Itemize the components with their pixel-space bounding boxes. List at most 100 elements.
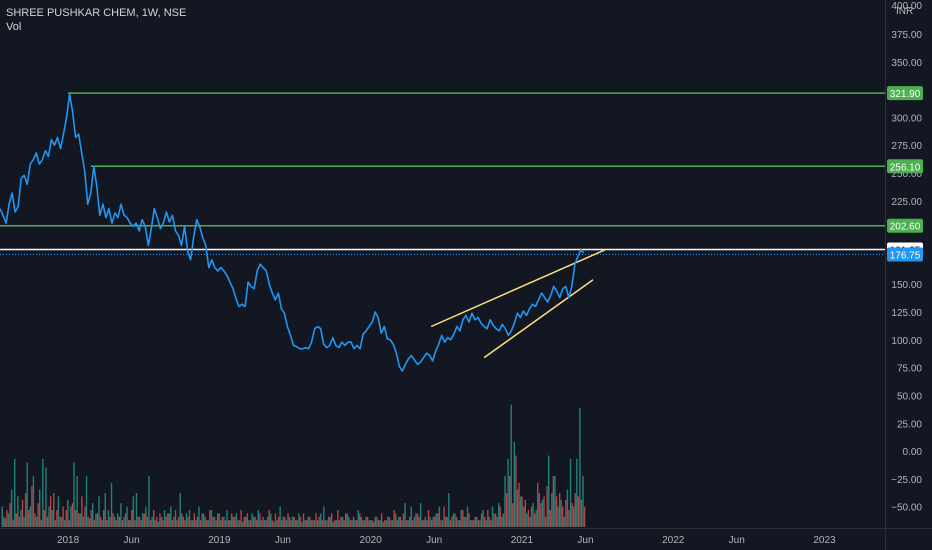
volume-bar-up <box>566 489 569 527</box>
volume-bar-up <box>419 503 422 527</box>
price-tick-label: 25.00 <box>897 419 922 430</box>
volume-bar-down <box>206 520 208 527</box>
volume-bar-down <box>181 513 183 527</box>
volume-bar-down <box>352 516 355 527</box>
volume-bar-up <box>463 516 466 527</box>
time-tick-label: Jun <box>426 535 442 546</box>
volume-bar-down <box>399 516 402 527</box>
time-tick-label: 2019 <box>208 535 231 546</box>
volume-bar-up <box>104 493 106 527</box>
volume-bar-up <box>229 520 231 527</box>
volume-bar-up <box>260 520 263 527</box>
volume-bar-up <box>291 516 294 527</box>
volume-bar-up <box>579 408 581 527</box>
volume-bar-down <box>96 513 99 527</box>
price-tick-label: 225.00 <box>891 197 922 208</box>
volume-bar-up <box>35 516 38 527</box>
volume-bar-down <box>62 506 64 527</box>
volume-bar-up <box>532 503 534 527</box>
volume-bar-down <box>115 520 117 527</box>
volume-bar-down <box>53 493 55 527</box>
volume-bar-up <box>117 513 119 527</box>
volume-bar-up <box>107 510 110 527</box>
volume-bar-down <box>252 516 255 527</box>
volume-bar-up <box>26 462 28 527</box>
volume-bar-up <box>376 516 378 527</box>
volume-bar-up <box>223 516 225 527</box>
volume-bar-up <box>285 520 288 527</box>
volume-bar-up <box>185 513 188 527</box>
volume-bar-down <box>280 520 283 527</box>
volume-bar-down <box>499 506 501 527</box>
volume-bar-up <box>510 404 512 527</box>
volume-bar-down <box>237 520 239 527</box>
volume-bar-down <box>546 486 548 527</box>
volume-bar-up <box>235 513 238 527</box>
volume-bar-up <box>544 516 547 527</box>
volume-bar-down <box>159 513 161 527</box>
volume-bar-down <box>202 513 205 527</box>
volume-bar-up <box>304 520 306 527</box>
volume-bar-up <box>560 499 562 527</box>
volume-bar-down <box>343 520 345 527</box>
volume-bar-down <box>396 520 398 527</box>
volume-bar-down <box>393 510 395 527</box>
volume-bar-up <box>60 516 63 527</box>
volume-bar-down <box>46 516 49 527</box>
volume-label: Vol <box>6 21 22 33</box>
volume-bar-up <box>154 520 156 527</box>
price-tick-label: 400.00 <box>891 1 922 12</box>
volume-bar-up <box>20 510 22 527</box>
volume-bar-down <box>377 520 380 527</box>
volume-bar-down <box>483 516 486 527</box>
volume-bar-up <box>182 516 185 527</box>
volume-bar-up <box>254 516 256 527</box>
volume-bar-down <box>174 510 177 527</box>
price-tick-label: 100.00 <box>891 336 922 347</box>
volume-bar-down <box>543 496 545 527</box>
volume-bar-down <box>315 513 317 527</box>
volume-bar-up <box>479 520 481 527</box>
volume-bar-up <box>54 520 57 527</box>
volume-bar-up <box>348 516 350 527</box>
volume-bar-down <box>256 520 258 527</box>
volume-bar-up <box>551 493 553 527</box>
level-label-box <box>887 159 923 174</box>
volume-bar-up <box>363 520 366 527</box>
volume-bar-down <box>537 482 539 527</box>
volume-bar-up <box>63 520 66 527</box>
volume-bar-up <box>444 516 447 527</box>
volume-bar-down <box>140 520 142 527</box>
volume-bar-down <box>81 496 83 527</box>
volume-bar-up <box>263 520 266 527</box>
volume-bar-down <box>146 516 149 527</box>
volume-bar-down <box>324 520 327 527</box>
volume-bar-down <box>274 513 277 527</box>
volume-bar-up <box>413 516 416 527</box>
volume-bar-down <box>262 516 264 527</box>
volume-bar-up <box>426 520 428 527</box>
volume-bar-down <box>533 513 536 527</box>
volume-bar-up <box>529 516 531 527</box>
volume-bar-down <box>93 520 96 527</box>
volume-bar-up <box>382 521 384 527</box>
volume-bar-up <box>391 520 394 527</box>
volume-bar-down <box>446 516 448 527</box>
volume-bar-down <box>109 516 111 527</box>
symbol-title[interactable]: SHREE PUSHKAR CHEM, 1W, NSE <box>6 7 187 19</box>
volume-bar-up <box>148 476 150 527</box>
volume-bar-down <box>99 516 102 527</box>
volume-bar-up <box>473 520 475 527</box>
volume-bar-down <box>365 516 367 527</box>
volume-bar-up <box>569 459 572 527</box>
time-tick-label: 2018 <box>57 535 80 546</box>
volume-bar-down <box>215 520 217 527</box>
volume-bar-down <box>562 506 564 527</box>
volume-bar-down <box>193 513 195 527</box>
volume-bar-down <box>143 513 146 527</box>
last-close-box <box>887 247 923 262</box>
volume-bar-up <box>507 459 509 527</box>
volume-bar-up <box>270 513 272 527</box>
volume-bar-down <box>177 516 180 527</box>
